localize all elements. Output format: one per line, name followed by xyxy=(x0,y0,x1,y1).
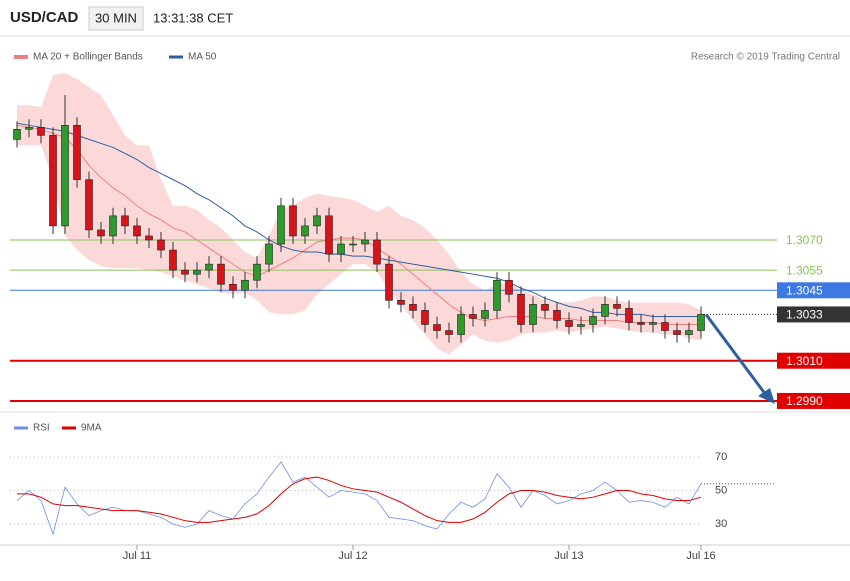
candle-body xyxy=(625,308,633,323)
candle-body xyxy=(301,225,309,237)
legend-label: 9MA xyxy=(81,423,102,434)
candle-body xyxy=(541,304,549,311)
candle-body xyxy=(205,263,213,271)
candle-body xyxy=(421,310,429,325)
candle-body xyxy=(469,314,477,319)
candle-body xyxy=(121,215,129,227)
level-label: 1.3045 xyxy=(786,283,823,297)
candle-body xyxy=(505,279,513,295)
ma50-line xyxy=(16,122,701,317)
candle-body xyxy=(361,239,369,245)
candle-body xyxy=(397,300,405,305)
bollinger-band xyxy=(17,72,701,355)
candle-body xyxy=(493,279,501,311)
candle-body xyxy=(277,205,285,245)
candle-body xyxy=(577,324,585,327)
candle-body xyxy=(373,239,381,265)
y-tick-label: 30 xyxy=(715,518,727,530)
candle-body xyxy=(289,205,297,237)
candle-body xyxy=(517,294,525,325)
candle-body xyxy=(109,215,117,237)
legend-label: MA 20 + Bollinger Bands xyxy=(33,52,143,63)
interval: 30 MIN xyxy=(95,10,137,25)
level-label: 1.3010 xyxy=(786,354,823,368)
level-label: 1.3033 xyxy=(786,308,823,322)
candle-body xyxy=(433,324,441,331)
candle-body xyxy=(349,243,357,246)
candle-body xyxy=(181,269,189,275)
candle-body xyxy=(337,243,345,255)
x-tick-label: Jul 12 xyxy=(338,550,367,562)
candle-body xyxy=(133,225,141,237)
y-tick-label: 50 xyxy=(715,484,727,496)
forecast-arrowhead xyxy=(758,388,775,404)
attribution: Research © 2019 Trading Central xyxy=(691,52,840,63)
candle-body xyxy=(685,330,693,335)
level-box xyxy=(777,352,850,369)
y-tick-label: 70 xyxy=(715,451,727,463)
level-box xyxy=(777,282,850,299)
rsi-panel: 30 50 70 RSI 9MA Jul 11 Jul 12 Jul 13 Jul 16 xyxy=(10,423,775,562)
candle-body xyxy=(145,235,153,241)
candle-body xyxy=(13,129,21,140)
candle-body xyxy=(193,269,201,275)
candle-body xyxy=(157,239,165,251)
level-box xyxy=(777,306,850,323)
level-label: 1.3055 xyxy=(786,263,823,277)
candle-body xyxy=(385,263,393,301)
candle-body xyxy=(49,135,57,227)
candle-body xyxy=(97,229,105,237)
candle-body xyxy=(553,310,561,321)
level-label: 1.2990 xyxy=(786,394,823,408)
legend-label: RSI xyxy=(33,423,50,434)
candle-body xyxy=(229,283,237,291)
forecast-arrow xyxy=(704,313,768,396)
candle-body xyxy=(37,127,45,136)
candle-body xyxy=(697,314,705,331)
price-panel: 1.3070 1.3055 1.3045 1.3033 1.3010 1.2990 MA 2… xyxy=(10,52,850,409)
time: 13:31:38 CET xyxy=(153,10,233,25)
candle-body xyxy=(637,322,645,325)
candle-body xyxy=(565,320,573,327)
symbol: USD/CAD xyxy=(10,9,79,26)
x-tick-label: Jul 16 xyxy=(686,550,715,562)
ma20-line xyxy=(16,124,701,325)
candle-body xyxy=(25,127,33,130)
candle-body xyxy=(73,125,81,180)
candle-body xyxy=(169,249,177,271)
legend-label: MA 50 xyxy=(188,52,217,63)
candle-body xyxy=(649,322,657,325)
candle-body xyxy=(325,215,333,255)
candle-body xyxy=(409,304,417,311)
candle-body xyxy=(445,330,453,335)
candle-body xyxy=(529,304,537,325)
candle-body xyxy=(241,279,249,291)
interval-box xyxy=(88,6,144,31)
candle-body xyxy=(313,215,321,227)
candle-body xyxy=(265,243,273,265)
candle-body xyxy=(457,314,465,335)
series-line xyxy=(17,476,702,523)
x-tick-label: Jul 11 xyxy=(123,550,152,562)
level-label: 1.3070 xyxy=(786,233,823,247)
candle-body xyxy=(217,263,225,285)
candle-body xyxy=(253,263,261,281)
candle-body xyxy=(85,179,93,231)
candle-body xyxy=(589,316,597,325)
x-tick-label: Jul 13 xyxy=(554,550,583,562)
candle-body xyxy=(481,310,489,319)
level-box xyxy=(777,392,850,409)
candle-body xyxy=(613,304,621,309)
candle-body xyxy=(61,125,69,227)
candle-body xyxy=(661,322,669,331)
candle-body xyxy=(673,330,681,335)
candle-body xyxy=(601,304,609,317)
